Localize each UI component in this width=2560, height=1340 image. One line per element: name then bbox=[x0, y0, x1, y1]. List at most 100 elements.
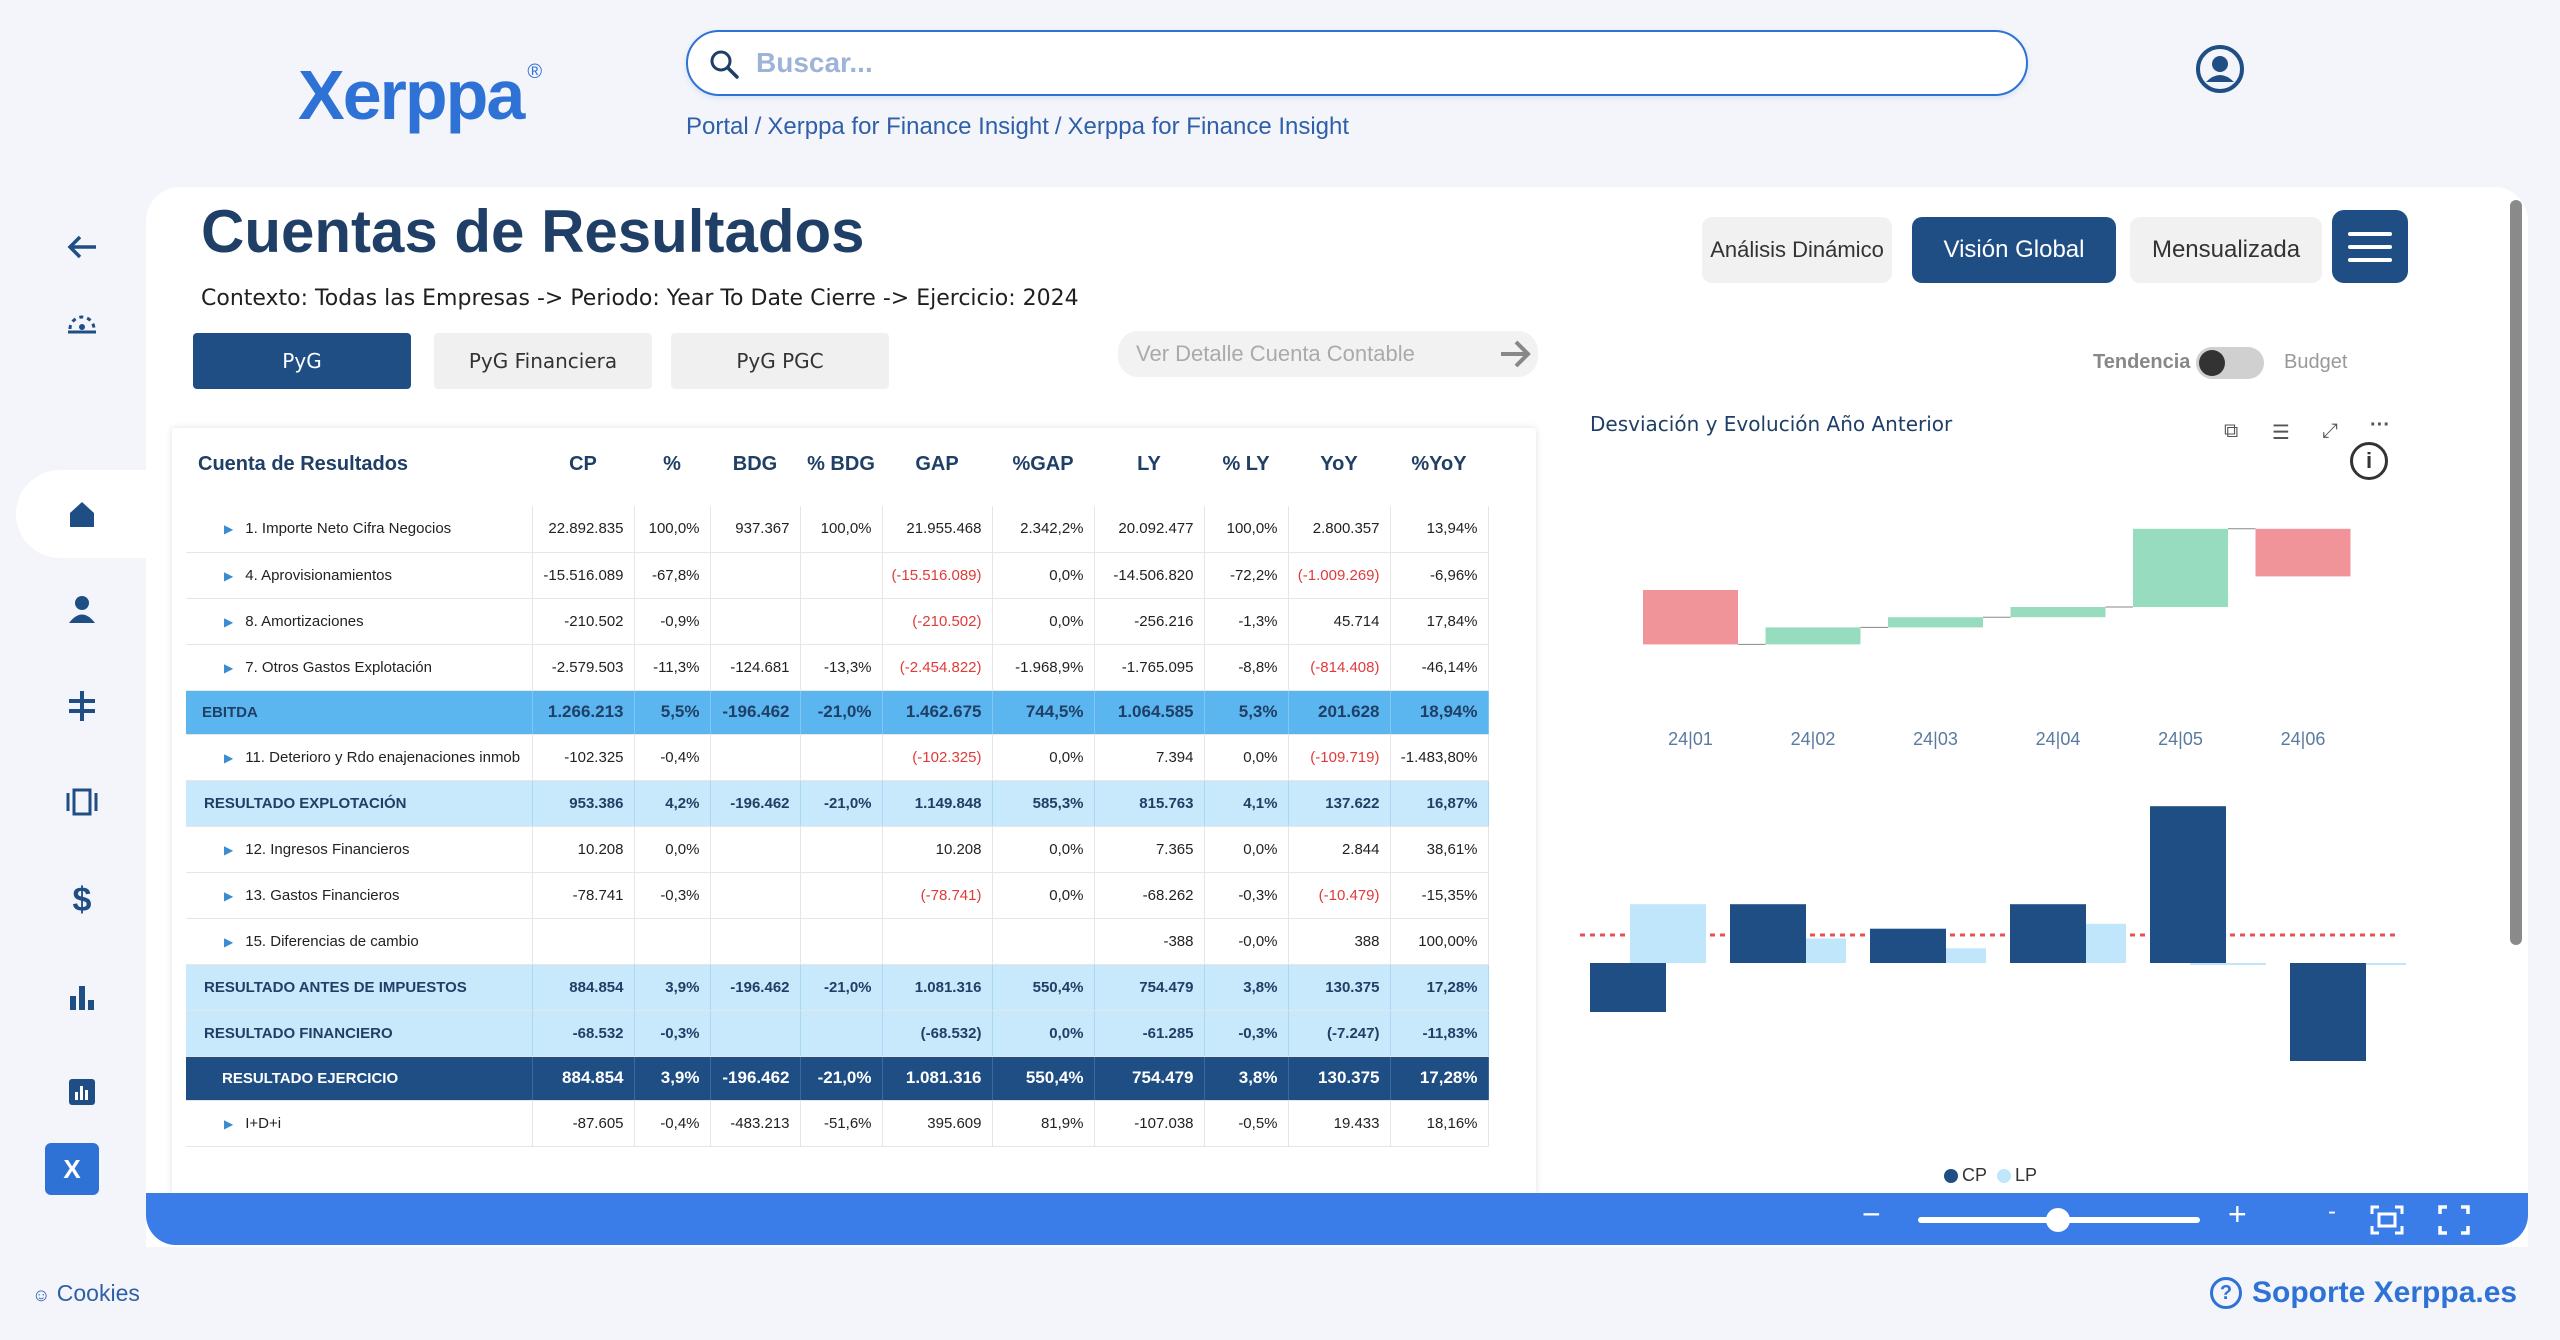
account-detail-input[interactable]: Ver Detalle Cuenta Contable bbox=[1118, 331, 1538, 377]
breadcrumb-portal[interactable]: Portal bbox=[686, 113, 749, 140]
table-row[interactable]: ▶ 15. Diferencias de cambio -388 -0,0% 388 10… bbox=[186, 918, 1489, 965]
table-row[interactable]: EBITDA 1.266.213 5,5% -196.462 -21,0% 1.462.6… bbox=[186, 690, 1489, 735]
dollar-icon[interactable]: $ bbox=[72, 880, 92, 919]
adjust-icon[interactable] bbox=[60, 684, 104, 728]
col-header[interactable]: Cuenta de Resultados bbox=[186, 436, 532, 492]
value-cell: 17,28% bbox=[1390, 964, 1489, 1011]
dashboard-icon[interactable] bbox=[60, 298, 104, 342]
value-cell: -67,8% bbox=[634, 552, 711, 599]
info-icon[interactable]: i bbox=[2350, 442, 2388, 480]
vision-global-button[interactable]: Visión Global bbox=[1912, 217, 2116, 283]
more-options-icon[interactable]: ··· bbox=[2370, 414, 2390, 436]
value-cell: -196.462 bbox=[710, 690, 801, 735]
zoom-slider-handle[interactable] bbox=[2046, 1208, 2070, 1232]
col-header[interactable]: %YoY bbox=[1390, 436, 1488, 492]
toggle-label-tendencia: Tendencia bbox=[2093, 351, 2191, 373]
col-header[interactable]: %GAP bbox=[992, 436, 1094, 492]
value-cell: 0,0% bbox=[1204, 826, 1289, 873]
table-row[interactable]: ▶ 8. Amortizaciones -210.502 -0,9% (-210.502… bbox=[186, 598, 1489, 645]
table-row[interactable]: RESULTADO ANTES DE IMPUESTOS 884.854 3,9% -… bbox=[186, 964, 1489, 1011]
col-header[interactable]: LY bbox=[1094, 436, 1204, 492]
col-header[interactable]: YoY bbox=[1288, 436, 1390, 492]
lp-bar bbox=[1630, 904, 1706, 963]
expand-row-icon[interactable]: ▶ bbox=[224, 934, 234, 949]
zoom-in-button[interactable]: + bbox=[2228, 1196, 2247, 1232]
fullscreen-icon[interactable] bbox=[2438, 1205, 2470, 1240]
col-header[interactable]: % LY bbox=[1204, 436, 1288, 492]
value-cell bbox=[800, 872, 883, 919]
back-arrow-icon[interactable] bbox=[60, 225, 104, 269]
value-cell: -124.681 bbox=[710, 644, 801, 691]
table-row[interactable]: ▶ 1. Importe Neto Cifra Negocios 22.892.83… bbox=[186, 506, 1489, 553]
table-row[interactable]: ▶ 11. Deterioro y Rdo enajenaciones inmob… bbox=[186, 734, 1489, 781]
breadcrumb-finance-insight[interactable]: Xerppa for Finance Insight bbox=[767, 113, 1049, 140]
account-name: 8. Amortizaciones bbox=[245, 612, 364, 630]
bar-chart-icon[interactable] bbox=[60, 974, 104, 1018]
user-icon[interactable] bbox=[60, 587, 104, 631]
value-cell: -8,8% bbox=[1204, 644, 1289, 691]
legend-item-cp[interactable]: CP bbox=[1944, 1165, 1987, 1186]
x-tick-label: 24|02 bbox=[1791, 729, 1836, 749]
breadcrumb-finance-insight-current[interactable]: Xerppa for Finance Insight bbox=[1067, 113, 1350, 140]
mensualizada-button[interactable]: Mensualizada bbox=[2130, 217, 2322, 283]
table-row[interactable]: RESULTADO FINANCIERO -68.532 -0,3% (-68.532… bbox=[186, 1010, 1489, 1057]
x-app-button[interactable]: X bbox=[45, 1143, 99, 1195]
legend-item-lp[interactable]: LP bbox=[1997, 1165, 2037, 1186]
value-cell: 16,87% bbox=[1390, 780, 1489, 827]
value-cell: (-102.325) bbox=[882, 734, 993, 781]
value-cell: -21,0% bbox=[800, 690, 883, 735]
home-icon[interactable] bbox=[60, 492, 104, 536]
table-row[interactable]: RESULTADO EXPLOTACIÓN 953.386 4,2% -196.462… bbox=[186, 780, 1489, 827]
tab-pyg-financiera[interactable]: PyG Financiera bbox=[434, 333, 652, 389]
tab-pyg-pgc[interactable]: PyG PGC bbox=[671, 333, 889, 389]
zoom-minus-small-button[interactable]: - bbox=[2328, 1198, 2336, 1225]
col-header[interactable]: CP bbox=[532, 436, 634, 492]
hamburger-menu-icon[interactable] bbox=[2332, 210, 2408, 283]
value-cell: 1.064.585 bbox=[1094, 690, 1205, 735]
chart-legend: CP LP bbox=[1944, 1165, 2037, 1186]
gallery-icon[interactable] bbox=[60, 780, 104, 824]
expand-row-icon[interactable]: ▶ bbox=[224, 614, 234, 629]
col-header[interactable]: % bbox=[634, 436, 710, 492]
table-row[interactable]: ▶ 7. Otros Gastos Explotación -2.579.503 -1… bbox=[186, 644, 1489, 691]
filter-icon[interactable]: ☰ bbox=[2272, 422, 2290, 444]
table-row[interactable]: ▶ 12. Ingresos Financieros 10.208 0,0% 10.20… bbox=[186, 826, 1489, 873]
value-cell: -21,0% bbox=[800, 1056, 883, 1101]
support-link[interactable]: ? Soporte Xerppa.es bbox=[2210, 1276, 2517, 1310]
copy-icon[interactable]: ⧉ bbox=[2224, 420, 2239, 442]
col-header[interactable]: GAP bbox=[882, 436, 992, 492]
table-row[interactable]: ▶ 13. Gastos Financieros -78.741 -0,3% (-78.… bbox=[186, 872, 1489, 919]
col-header[interactable]: BDG bbox=[710, 436, 800, 492]
expand-icon[interactable]: ⤢ bbox=[2322, 420, 2338, 442]
tendencia-budget-toggle[interactable] bbox=[2196, 347, 2264, 379]
value-cell: (-10.479) bbox=[1288, 872, 1391, 919]
tab-pyg[interactable]: PyG bbox=[193, 333, 411, 389]
expand-row-icon[interactable]: ▶ bbox=[224, 750, 234, 765]
search-bar[interactable] bbox=[686, 30, 2028, 96]
report-chart-icon[interactable] bbox=[60, 1070, 104, 1114]
chart-title: Desviación y Evolución Año Anterior bbox=[1590, 412, 1953, 436]
arrow-right-icon[interactable] bbox=[1498, 339, 1532, 369]
value-cell: -0,5% bbox=[1204, 1100, 1289, 1147]
user-profile-icon[interactable] bbox=[2195, 44, 2245, 94]
value-cell: 0,0% bbox=[992, 734, 1095, 781]
expand-row-icon[interactable]: ▶ bbox=[224, 842, 234, 857]
table-row[interactable]: ▶ 4. Aprovisionamientos -15.516.089 -67,8% (… bbox=[186, 552, 1489, 599]
search-input[interactable] bbox=[756, 42, 1996, 84]
col-header[interactable]: % BDG bbox=[800, 436, 882, 492]
table-row[interactable]: ▶ I+D+i -87.605 -0,4% -483.213 -51,6% 395.609 8… bbox=[186, 1100, 1489, 1147]
expand-row-icon[interactable]: ▶ bbox=[224, 522, 234, 537]
expand-row-icon[interactable]: ▶ bbox=[224, 568, 234, 583]
expand-row-icon[interactable]: ▶ bbox=[224, 660, 234, 675]
account-name-cell: RESULTADO EXPLOTACIÓN bbox=[186, 780, 533, 827]
expand-row-icon[interactable]: ▶ bbox=[224, 1116, 234, 1131]
cookies-link[interactable]: ☺ Cookies bbox=[32, 1280, 140, 1307]
table-row[interactable]: RESULTADO EJERCICIO 884.854 3,9% -196.462 -2… bbox=[186, 1056, 1489, 1101]
zoom-out-button[interactable]: − bbox=[1862, 1196, 1881, 1232]
expand-row-icon[interactable]: ▶ bbox=[224, 888, 234, 903]
fit-to-page-icon[interactable] bbox=[2370, 1205, 2404, 1240]
analisis-dinamico-button[interactable]: Análisis Dinámico bbox=[1702, 217, 1892, 283]
account-name: I+D+i bbox=[245, 1114, 282, 1132]
account-detail-placeholder: Ver Detalle Cuenta Contable bbox=[1136, 341, 1415, 366]
vertical-scrollbar[interactable] bbox=[2510, 200, 2522, 945]
